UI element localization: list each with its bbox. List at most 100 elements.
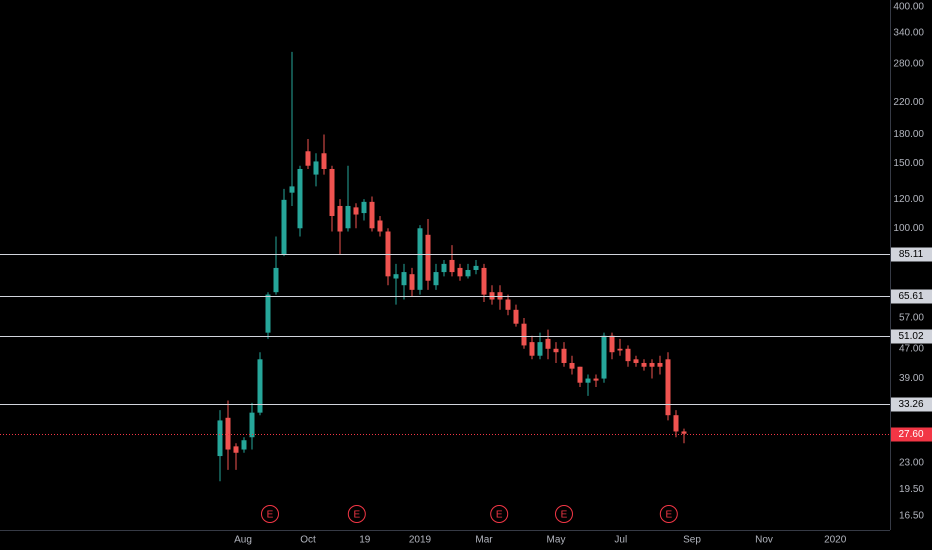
y-tick-label: 19.50 xyxy=(899,484,924,495)
candle-body xyxy=(393,274,399,279)
candle-body xyxy=(417,228,423,290)
candle-body xyxy=(273,267,279,293)
candle-body xyxy=(385,231,391,277)
candle-body xyxy=(497,292,503,300)
level-label-box xyxy=(891,247,932,262)
candle-body xyxy=(281,199,287,255)
y-tick-label: 47.00 xyxy=(899,343,924,354)
candle-body xyxy=(409,274,415,290)
candle-body xyxy=(457,267,463,277)
candle-body xyxy=(609,335,615,353)
candle-body xyxy=(665,359,671,416)
earnings-marker xyxy=(347,505,366,523)
x-tick-label: Oct xyxy=(300,535,316,546)
earnings-marker xyxy=(261,505,279,523)
candle-body xyxy=(513,309,519,324)
candle-body xyxy=(257,359,263,413)
y-tick-label: 120.00 xyxy=(893,194,924,205)
candle-body xyxy=(425,234,431,281)
last-price-box xyxy=(891,427,932,442)
candle-body xyxy=(633,359,639,363)
last-price-label: 27.60 xyxy=(898,429,923,440)
candle-body xyxy=(377,220,383,232)
candle-body xyxy=(249,412,255,438)
candle-body xyxy=(553,348,559,353)
candle-body xyxy=(593,378,599,381)
candle-body xyxy=(489,292,495,300)
y-tick-label: 150.00 xyxy=(893,158,924,169)
candle-body xyxy=(217,420,223,457)
candle-body xyxy=(577,366,583,383)
candle-body xyxy=(321,153,327,169)
candle-body xyxy=(289,186,295,193)
y-tick-label: 220.00 xyxy=(893,97,924,108)
candle-body xyxy=(673,415,679,432)
y-tick-label: 340.00 xyxy=(893,28,924,39)
candle-body xyxy=(401,272,407,286)
y-tick-label: 57.00 xyxy=(899,313,924,324)
candle-body xyxy=(337,205,343,232)
candle-body xyxy=(521,323,527,346)
candle-body xyxy=(329,168,335,216)
earnings-label: E xyxy=(267,510,274,521)
x-tick-label: Aug xyxy=(234,535,252,546)
y-tick-label: 100.00 xyxy=(893,223,924,234)
level-label: 33.26 xyxy=(898,399,923,410)
candle-body xyxy=(361,201,367,214)
candle-body xyxy=(561,348,567,363)
x-tick-label: Mar xyxy=(475,535,493,546)
level-label: 85.11 xyxy=(899,249,924,260)
earnings-label: E xyxy=(496,510,503,521)
candle-body xyxy=(233,446,239,453)
y-tick-label: 280.00 xyxy=(893,59,924,70)
candle-body xyxy=(569,362,575,369)
x-tick-label: Nov xyxy=(755,535,773,546)
candle-body xyxy=(473,265,479,270)
level-label: 65.61 xyxy=(898,291,923,302)
earnings-marker xyxy=(490,505,509,523)
candle-body xyxy=(465,269,471,277)
candle-body xyxy=(433,272,439,286)
x-tick-label: May xyxy=(547,535,566,546)
earnings-marker xyxy=(659,505,678,523)
candle-body xyxy=(529,342,535,356)
candle-body xyxy=(649,362,655,367)
candle-body xyxy=(537,342,543,356)
candle-body xyxy=(297,168,303,229)
y-tick-label: 400.00 xyxy=(893,2,924,13)
candle-body xyxy=(313,161,319,175)
candle-body xyxy=(657,362,663,367)
candle-body xyxy=(449,259,455,273)
candle-body xyxy=(441,263,447,273)
candle-body xyxy=(481,267,487,295)
candle-body xyxy=(225,417,231,450)
candle-body xyxy=(681,431,687,434)
level-label: 51.02 xyxy=(898,331,923,342)
candle-body xyxy=(505,299,511,310)
candle-body xyxy=(369,201,375,229)
candle-body xyxy=(345,205,351,229)
y-tick-label: 16.50 xyxy=(899,510,924,521)
x-tick-label: Sep xyxy=(683,535,701,546)
earnings-label: E xyxy=(561,510,568,521)
x-tick-label: Jul xyxy=(614,535,627,546)
earnings-label: E xyxy=(665,510,672,521)
level-label-box xyxy=(891,329,932,344)
candle-body xyxy=(625,348,631,362)
candle-body xyxy=(545,338,551,349)
y-tick-label: 23.00 xyxy=(899,457,924,468)
candle-body xyxy=(241,440,247,450)
y-tick-label: 180.00 xyxy=(893,129,924,140)
level-label-box xyxy=(891,397,932,412)
candle-body xyxy=(617,348,623,351)
earnings-label: E xyxy=(353,510,360,521)
candle-body xyxy=(305,151,311,166)
x-tick-label: 2020 xyxy=(824,535,847,546)
level-label-box xyxy=(891,289,932,304)
candle-body xyxy=(353,207,359,215)
earnings-marker xyxy=(555,505,573,523)
candle-body xyxy=(641,362,647,367)
y-tick-label: 39.00 xyxy=(899,373,924,384)
